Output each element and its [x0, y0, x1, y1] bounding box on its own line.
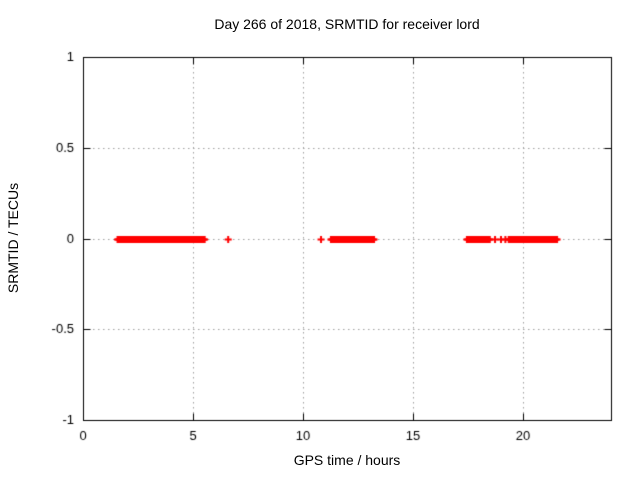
- chart-title: Day 266 of 2018, SRMTID for receiver lor…: [214, 16, 480, 32]
- x-axis-label: GPS time / hours: [293, 452, 401, 468]
- y-axis-label: SRMTID / TECUs: [5, 182, 21, 294]
